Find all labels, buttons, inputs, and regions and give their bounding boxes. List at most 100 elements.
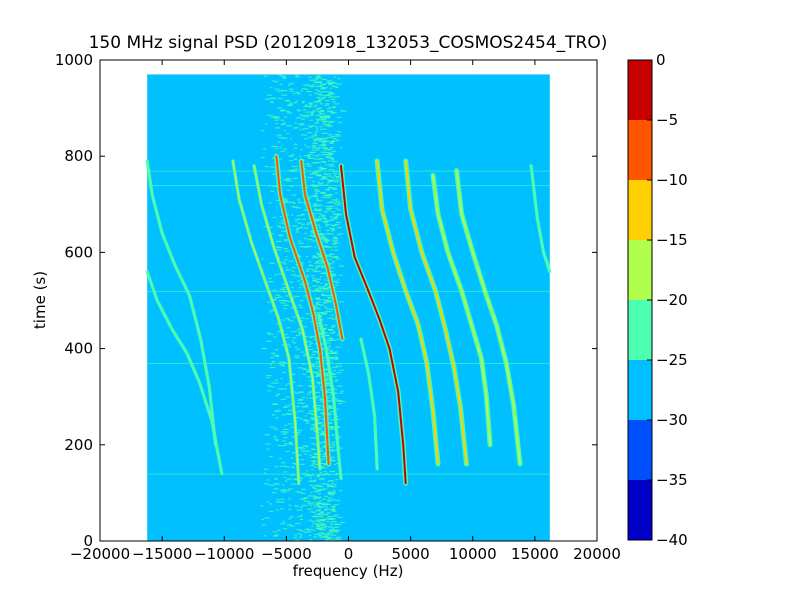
noise-speck [264, 434, 270, 436]
noise-speck [299, 114, 303, 116]
noise-speck [305, 127, 309, 130]
noise-speck [266, 377, 270, 379]
noise-speck [318, 230, 321, 232]
noise-speck [330, 376, 337, 378]
noise-speck [310, 427, 315, 429]
noise-speck [326, 486, 330, 488]
noise-speck [320, 151, 325, 153]
noise-speck [315, 361, 318, 363]
noise-speck [327, 157, 334, 159]
noise-speck [285, 336, 291, 339]
noise-speck [265, 123, 268, 125]
noise-speck [307, 238, 313, 241]
noise-speck [339, 274, 343, 276]
noise-speck [332, 82, 338, 84]
noise-speck [309, 474, 315, 476]
noise-speck [327, 82, 331, 85]
noise-speck [334, 103, 340, 105]
noise-speck [312, 146, 316, 148]
noise-speck [310, 418, 313, 421]
noise-speck [288, 498, 291, 500]
noise-speck [333, 523, 338, 525]
noise-speck [281, 90, 288, 92]
noise-speck [331, 96, 338, 98]
noise-speck [316, 533, 321, 535]
noise-speck [319, 110, 325, 112]
noise-speck [279, 457, 283, 459]
noise-speck [312, 279, 317, 282]
noise-speck [327, 337, 333, 340]
noise-speck [305, 345, 312, 347]
noise-speck [284, 424, 287, 427]
noise-speck [334, 531, 338, 533]
noise-speck [329, 530, 335, 533]
noise-speck [294, 355, 299, 357]
noise-speck [315, 372, 318, 375]
noise-speck [266, 94, 272, 96]
noise-speck [278, 388, 283, 390]
noise-speck [316, 475, 321, 478]
noise-speck [294, 417, 300, 419]
noise-speck [322, 445, 328, 447]
noise-speck [332, 528, 335, 530]
noise-speck [305, 404, 309, 407]
noise-speck [310, 437, 315, 439]
noise-speck [308, 196, 313, 198]
noise-speck [315, 114, 321, 116]
noise-speck [318, 304, 325, 306]
noise-speck [319, 287, 323, 290]
noise-speck [322, 121, 328, 123]
noise-speck [322, 221, 328, 223]
noise-speck [317, 427, 321, 430]
noise-speck [328, 165, 335, 167]
noise-speck [330, 82, 334, 85]
noise-speck [324, 299, 329, 302]
noise-speck [308, 410, 314, 412]
noise-speck [280, 302, 286, 304]
noise-speck [327, 389, 332, 391]
noise-speck [304, 336, 308, 338]
noise-speck [312, 462, 316, 464]
noise-speck [316, 120, 319, 123]
noise-speck [275, 294, 281, 296]
noise-speck [326, 81, 331, 84]
noise-speck [340, 109, 343, 111]
noise-speck [326, 201, 330, 204]
noise-speck [303, 453, 308, 455]
noise-speck [322, 161, 327, 164]
noise-speck [335, 472, 339, 475]
noise-speck [290, 466, 295, 468]
noise-speck [327, 517, 333, 520]
noise-speck [311, 162, 317, 164]
noise-speck [314, 367, 319, 369]
noise-speck [330, 485, 337, 488]
noise-speck [275, 501, 282, 503]
noise-speck [326, 391, 332, 393]
signal-trace [318, 314, 342, 480]
noise-speck [315, 198, 319, 200]
noise-speck [282, 287, 286, 289]
noise-speck [322, 452, 326, 454]
noise-speck [328, 264, 332, 266]
colorbar: −40 −35 −30 −25 −20 −15 −10 −5 0 [627, 51, 688, 549]
noise-speck [332, 107, 336, 109]
noise-speck [328, 169, 334, 171]
noise-speck [324, 508, 330, 510]
noise-speck [294, 357, 300, 359]
noise-speck [325, 334, 330, 336]
noise-speck [282, 528, 288, 530]
noise-speck [267, 385, 272, 387]
noise-speck [329, 253, 332, 256]
noise-speck [316, 365, 321, 368]
noise-speck [340, 146, 343, 149]
noise-speck [328, 115, 331, 117]
signal-trace [340, 164, 407, 485]
noise-speck [288, 88, 294, 90]
noise-speck [327, 329, 334, 331]
noise-speck [315, 484, 321, 486]
noise-speck [323, 239, 330, 242]
x-axis-label: frequency (Hz) [293, 562, 404, 580]
noise-speck [316, 75, 321, 77]
noise-speck [271, 382, 276, 384]
noise-speck [271, 352, 276, 354]
